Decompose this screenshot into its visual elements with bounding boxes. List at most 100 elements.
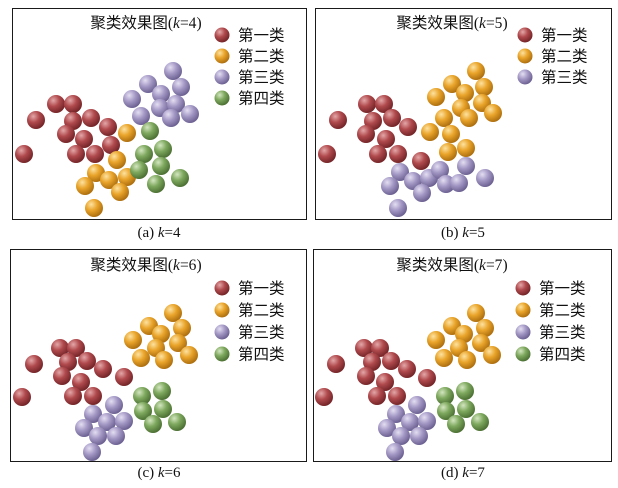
data-point-red bbox=[318, 145, 336, 163]
data-point-orange bbox=[442, 125, 460, 143]
legend-label: 第三类 bbox=[541, 69, 588, 87]
legend-marker-purple bbox=[214, 324, 230, 340]
data-point-red bbox=[375, 95, 393, 113]
data-point-orange bbox=[152, 325, 170, 343]
data-point-red bbox=[412, 152, 430, 170]
data-point-orange bbox=[118, 124, 136, 142]
data-point-purple bbox=[107, 427, 125, 445]
legend-label: 第一类 bbox=[238, 280, 285, 298]
caption-label: (b) bbox=[441, 225, 463, 241]
chart-title-part: =5 bbox=[486, 15, 503, 32]
data-point-orange bbox=[484, 104, 502, 122]
caption-eq: =6 bbox=[164, 465, 181, 481]
data-point-red bbox=[368, 387, 386, 405]
data-point-red bbox=[13, 388, 31, 406]
chart-title: 聚类效果图(k=6) bbox=[90, 256, 201, 274]
legend-marker-red bbox=[214, 280, 230, 296]
data-point-orange bbox=[173, 319, 191, 337]
caption-label: (a) bbox=[137, 225, 158, 241]
data-point-red bbox=[399, 118, 417, 136]
data-point-orange bbox=[439, 143, 457, 161]
chart-title-part: =6 bbox=[180, 257, 197, 274]
legend-label: 第四类 bbox=[539, 346, 586, 364]
data-point-purple bbox=[476, 169, 494, 187]
data-point-red bbox=[84, 387, 102, 405]
data-point-red bbox=[57, 125, 75, 143]
data-point-red bbox=[47, 95, 65, 113]
data-point-orange bbox=[467, 304, 485, 322]
chart-title-part: 聚类效果图( bbox=[396, 14, 479, 32]
caption-label: (d) bbox=[441, 465, 463, 481]
data-point-orange bbox=[435, 349, 453, 367]
data-point-purple bbox=[392, 427, 410, 445]
legend-marker-orange bbox=[517, 48, 533, 64]
data-point-red bbox=[329, 111, 347, 129]
data-point-green bbox=[437, 402, 455, 420]
legend-label: 第二类 bbox=[541, 48, 588, 66]
data-point-red bbox=[389, 145, 407, 163]
data-point-green bbox=[147, 175, 165, 193]
data-point-red bbox=[388, 387, 406, 405]
data-point-purple bbox=[389, 199, 407, 217]
data-point-red bbox=[53, 367, 71, 385]
data-point-purple bbox=[162, 109, 180, 127]
data-point-green bbox=[154, 400, 172, 418]
data-point-purple bbox=[167, 95, 185, 113]
data-point-orange bbox=[169, 334, 187, 352]
data-point-red bbox=[27, 111, 45, 129]
data-point-purple bbox=[437, 175, 455, 193]
data-point-purple bbox=[431, 161, 449, 179]
legend-label: 第一类 bbox=[541, 27, 588, 45]
data-point-green bbox=[436, 387, 454, 405]
data-point-orange bbox=[457, 139, 475, 157]
data-point-purple bbox=[378, 419, 396, 437]
data-point-orange bbox=[443, 75, 461, 93]
data-point-orange bbox=[483, 346, 501, 364]
legend-marker-orange bbox=[214, 302, 230, 318]
data-point-purple bbox=[408, 396, 426, 414]
legend-marker-orange bbox=[515, 302, 531, 318]
caption-var: k bbox=[157, 225, 165, 241]
data-point-red bbox=[67, 145, 85, 163]
data-point-red bbox=[357, 125, 375, 143]
data-point-green bbox=[130, 161, 148, 179]
data-point-purple bbox=[105, 396, 123, 414]
caption-var: k bbox=[157, 465, 165, 481]
data-point-orange bbox=[164, 304, 182, 322]
data-point-purple bbox=[84, 405, 102, 423]
data-point-purple bbox=[152, 85, 170, 103]
data-point-purple bbox=[386, 443, 404, 461]
data-point-orange bbox=[85, 199, 103, 217]
data-point-orange bbox=[427, 331, 445, 349]
chart-title-part: =7 bbox=[486, 257, 503, 274]
legend-label: 第二类 bbox=[238, 48, 285, 66]
data-point-purple bbox=[115, 412, 133, 430]
data-point-purple bbox=[418, 412, 436, 430]
data-point-red bbox=[377, 130, 395, 148]
data-point-purple bbox=[139, 75, 157, 93]
data-point-red bbox=[358, 95, 376, 113]
legend-label: 第一类 bbox=[238, 27, 285, 45]
chart-title: 聚类效果图(k=7) bbox=[396, 256, 507, 274]
chart-title-part: 聚类效果图( bbox=[90, 256, 173, 274]
data-point-green bbox=[141, 122, 159, 140]
legend-marker-orange bbox=[214, 48, 230, 64]
data-point-red bbox=[382, 352, 400, 370]
caption-c: (c) k=6 bbox=[9, 465, 309, 482]
data-point-purple bbox=[181, 105, 199, 123]
legend-marker-red bbox=[517, 27, 533, 43]
data-point-orange bbox=[100, 171, 118, 189]
data-point-red bbox=[327, 355, 345, 373]
data-point-green bbox=[447, 415, 465, 433]
data-point-red bbox=[371, 339, 389, 357]
data-point-red bbox=[418, 369, 436, 387]
data-point-purple bbox=[381, 177, 399, 195]
legend-label: 第三类 bbox=[238, 69, 285, 87]
data-point-red bbox=[376, 373, 394, 391]
data-point-purple bbox=[83, 443, 101, 461]
caption-var: k bbox=[462, 465, 469, 481]
data-point-red bbox=[102, 136, 120, 154]
data-point-orange bbox=[456, 84, 474, 102]
data-point-green bbox=[152, 157, 170, 175]
data-point-red bbox=[15, 145, 33, 163]
